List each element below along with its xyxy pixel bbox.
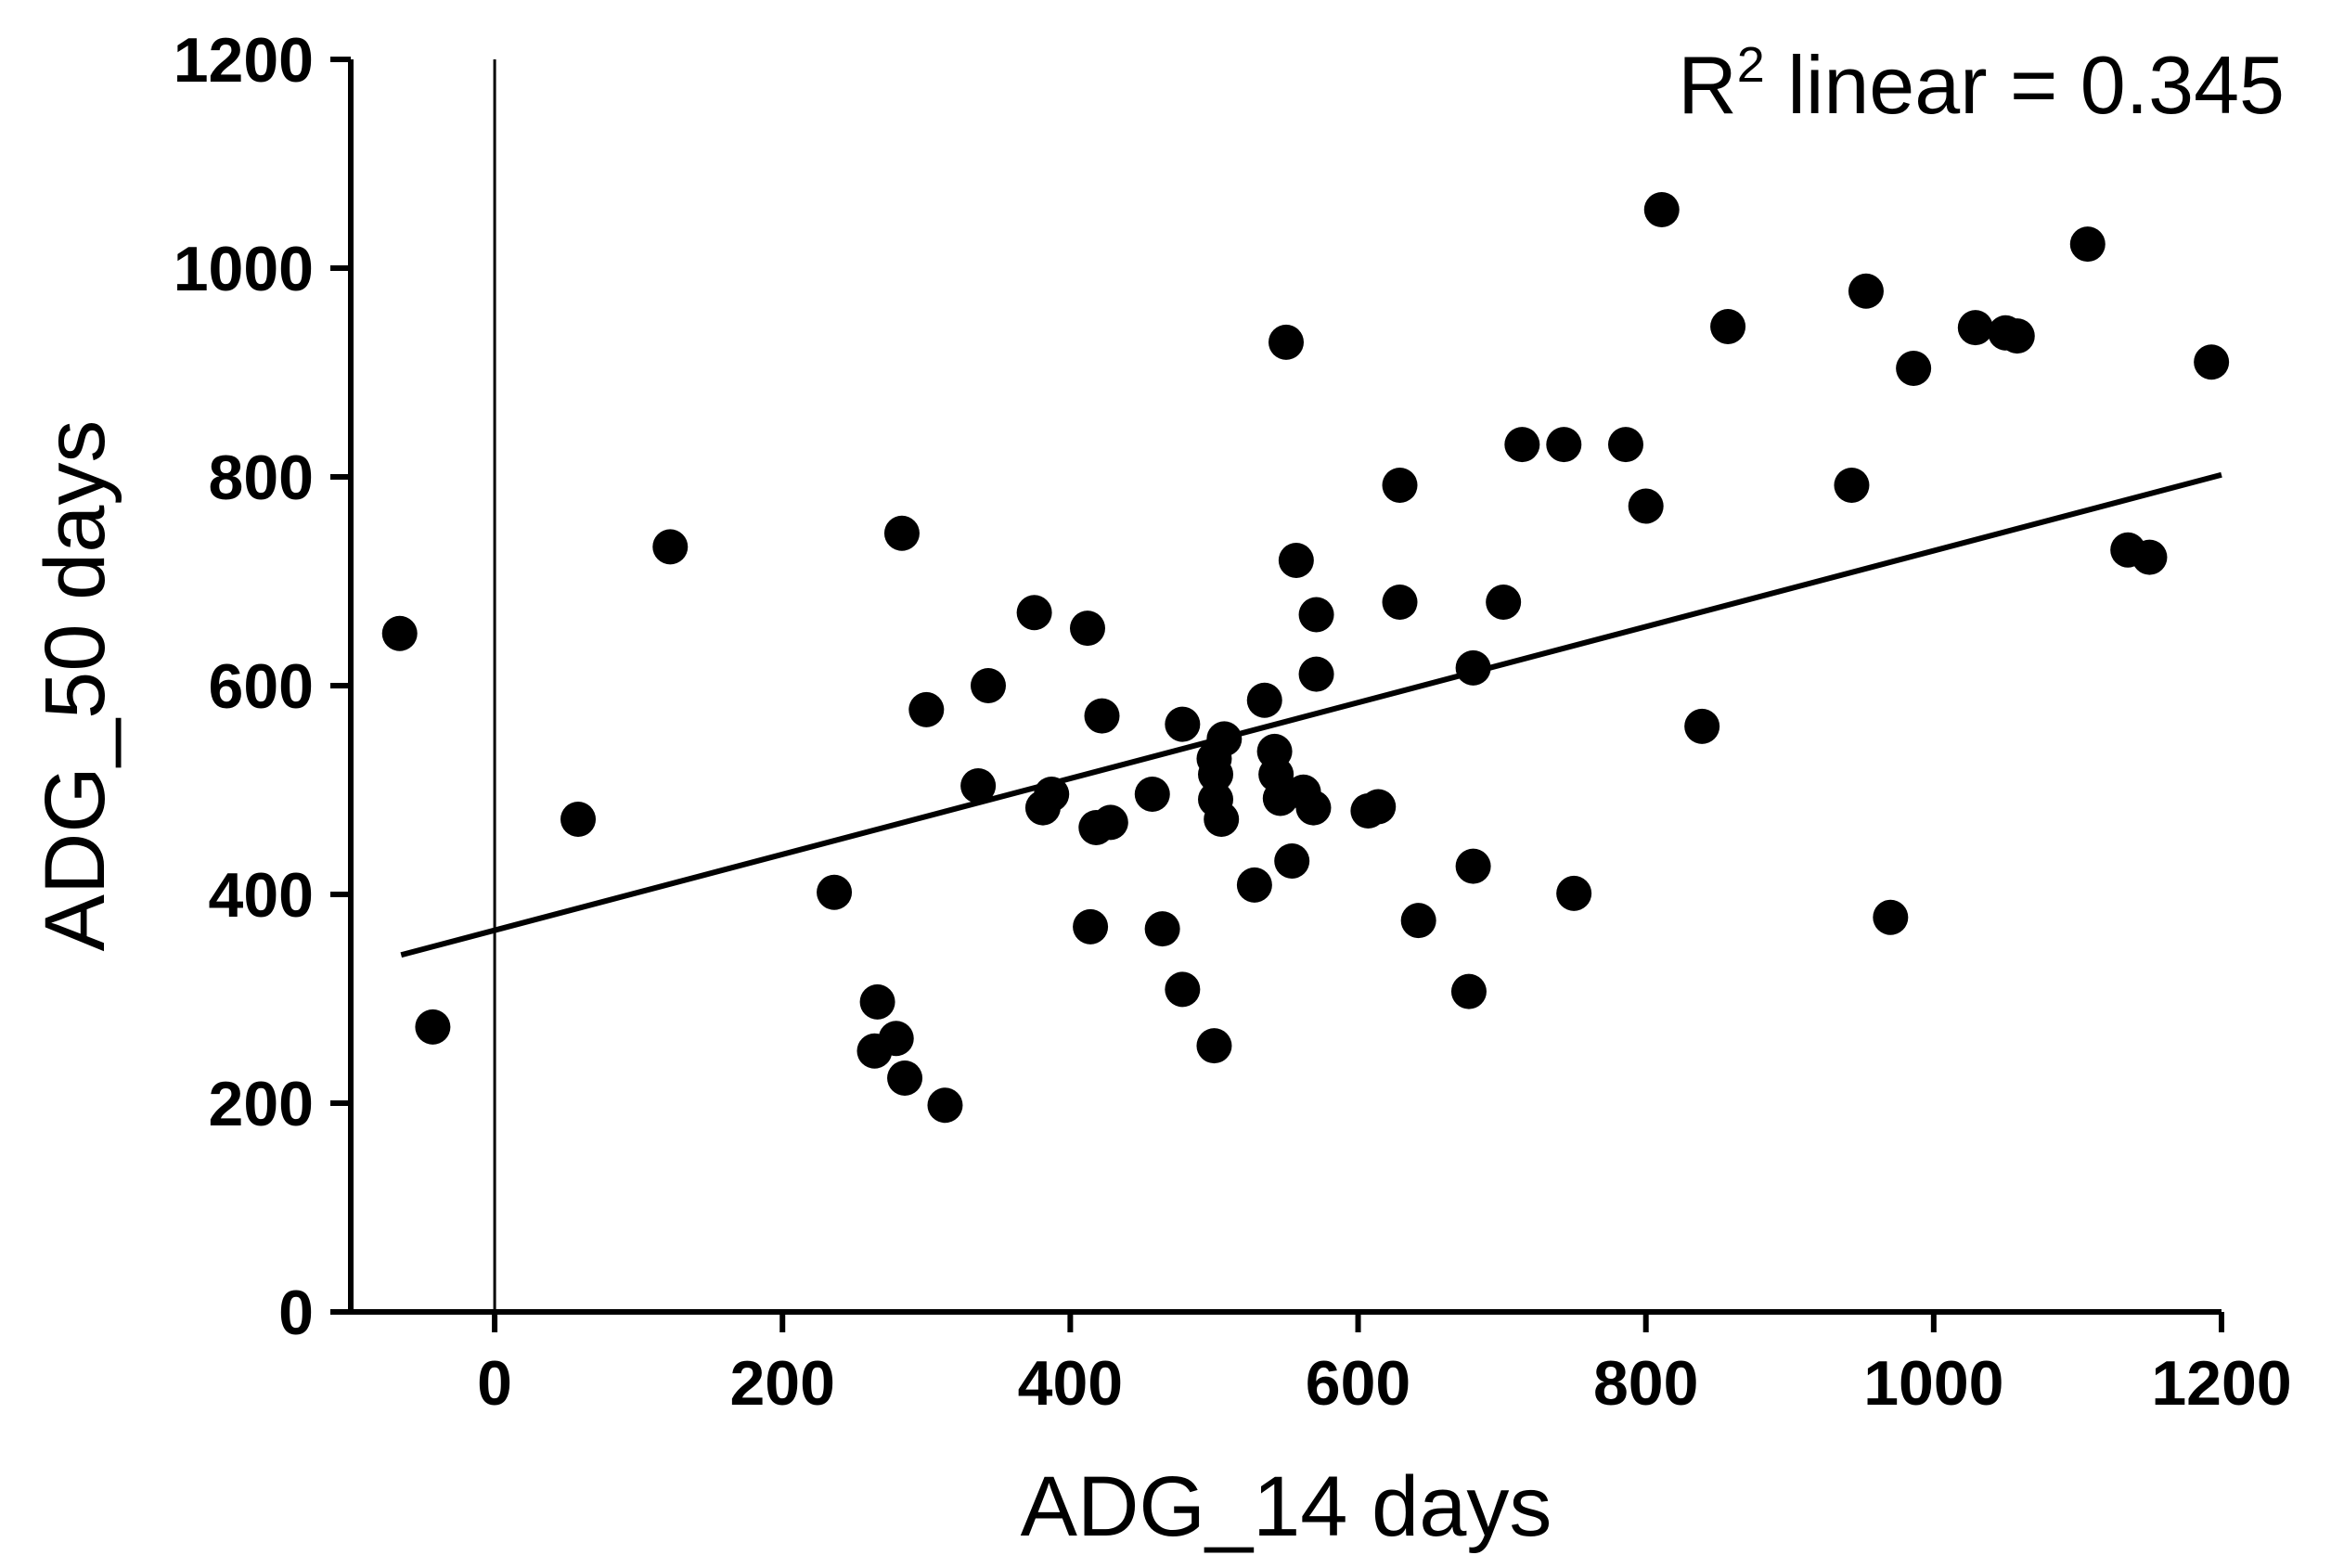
data-point bbox=[415, 1009, 451, 1045]
data-point bbox=[1873, 899, 1909, 935]
data-point bbox=[2131, 539, 2168, 575]
data-point bbox=[1196, 1028, 1232, 1064]
x-axis-title: ADG_14 days bbox=[1021, 1459, 1552, 1554]
data-points bbox=[381, 192, 2230, 1124]
data-point bbox=[908, 691, 945, 727]
data-point bbox=[652, 529, 689, 565]
data-point bbox=[1450, 973, 1487, 1009]
regression-line bbox=[400, 471, 2222, 958]
y-tick-label: 600 bbox=[209, 651, 314, 722]
data-point bbox=[1710, 309, 1746, 344]
data-point bbox=[1360, 789, 1397, 825]
data-point bbox=[1382, 585, 1418, 620]
data-point bbox=[1269, 324, 1304, 360]
data-point bbox=[960, 768, 997, 803]
x-tick-label: 600 bbox=[1306, 1348, 1410, 1419]
x-tick-label: 800 bbox=[1593, 1348, 1698, 1419]
data-point bbox=[1628, 488, 1664, 524]
x-tick-label: 1000 bbox=[1863, 1348, 2003, 1419]
y-axis-title: ADG_50 days bbox=[28, 420, 122, 952]
data-point bbox=[1999, 318, 2035, 354]
y-tick-label: 1200 bbox=[174, 25, 314, 96]
x-tick-label: 1200 bbox=[2151, 1348, 2291, 1419]
data-point bbox=[1546, 427, 1582, 463]
data-point bbox=[1896, 351, 1932, 386]
data-point bbox=[1298, 656, 1334, 692]
x-tick-label: 200 bbox=[729, 1348, 834, 1419]
r-squared-annotation: R2 linear = 0.345 bbox=[1678, 37, 2285, 131]
data-point bbox=[381, 615, 418, 651]
y-ticks: 0 200 400 600 800 1000 1200 bbox=[174, 25, 351, 1348]
data-point bbox=[887, 1060, 923, 1096]
annotation-superscript: 2 bbox=[1737, 37, 1765, 93]
annotation-text: linear = 0.345 bbox=[1765, 39, 2285, 131]
data-point bbox=[1684, 708, 1720, 744]
y-tick-label: 200 bbox=[209, 1069, 314, 1139]
data-point bbox=[1295, 790, 1332, 826]
data-point bbox=[859, 983, 895, 1020]
data-point bbox=[1382, 468, 1418, 503]
data-point bbox=[1144, 911, 1180, 947]
data-point bbox=[1834, 468, 1870, 503]
data-point bbox=[560, 802, 597, 837]
x-tick-label: 400 bbox=[1018, 1348, 1123, 1419]
data-point bbox=[927, 1087, 963, 1124]
data-point bbox=[1246, 682, 1282, 718]
data-point bbox=[1486, 585, 1522, 620]
data-point bbox=[883, 515, 920, 551]
x-ticks: 0 200 400 600 800 1000 1200 bbox=[477, 1312, 2292, 1419]
data-point bbox=[1274, 843, 1310, 879]
data-point bbox=[1848, 273, 1884, 309]
data-point bbox=[1455, 848, 1491, 884]
data-point bbox=[1643, 192, 1680, 227]
data-point bbox=[1504, 427, 1540, 463]
data-point bbox=[1016, 595, 1052, 631]
x-tick-label: 0 bbox=[477, 1348, 512, 1419]
data-point bbox=[1607, 427, 1643, 463]
data-point bbox=[1556, 875, 1592, 911]
data-point bbox=[970, 668, 1006, 703]
data-point bbox=[2194, 344, 2230, 380]
y-tick-label: 1000 bbox=[174, 234, 314, 304]
data-point bbox=[1400, 903, 1436, 939]
data-point bbox=[1073, 908, 1109, 945]
y-tick-label: 800 bbox=[209, 443, 314, 513]
data-point bbox=[1236, 867, 1272, 903]
data-point bbox=[1298, 597, 1334, 633]
data-point bbox=[2069, 226, 2106, 263]
data-point bbox=[878, 1021, 914, 1057]
data-point bbox=[1084, 698, 1120, 734]
data-point bbox=[1278, 543, 1314, 578]
data-point bbox=[1957, 310, 1993, 346]
y-tick-label: 400 bbox=[209, 860, 314, 931]
y-tick-label: 0 bbox=[278, 1278, 314, 1348]
data-point bbox=[1134, 777, 1170, 812]
data-point bbox=[817, 874, 853, 910]
annotation-prefix: R bbox=[1678, 39, 1737, 131]
data-point bbox=[1198, 756, 1234, 792]
data-point bbox=[1165, 971, 1201, 1008]
data-point bbox=[1069, 610, 1105, 647]
data-point bbox=[1092, 804, 1128, 841]
axis-layer bbox=[348, 59, 2222, 1315]
data-point bbox=[1165, 706, 1201, 742]
data-point bbox=[1204, 802, 1240, 837]
